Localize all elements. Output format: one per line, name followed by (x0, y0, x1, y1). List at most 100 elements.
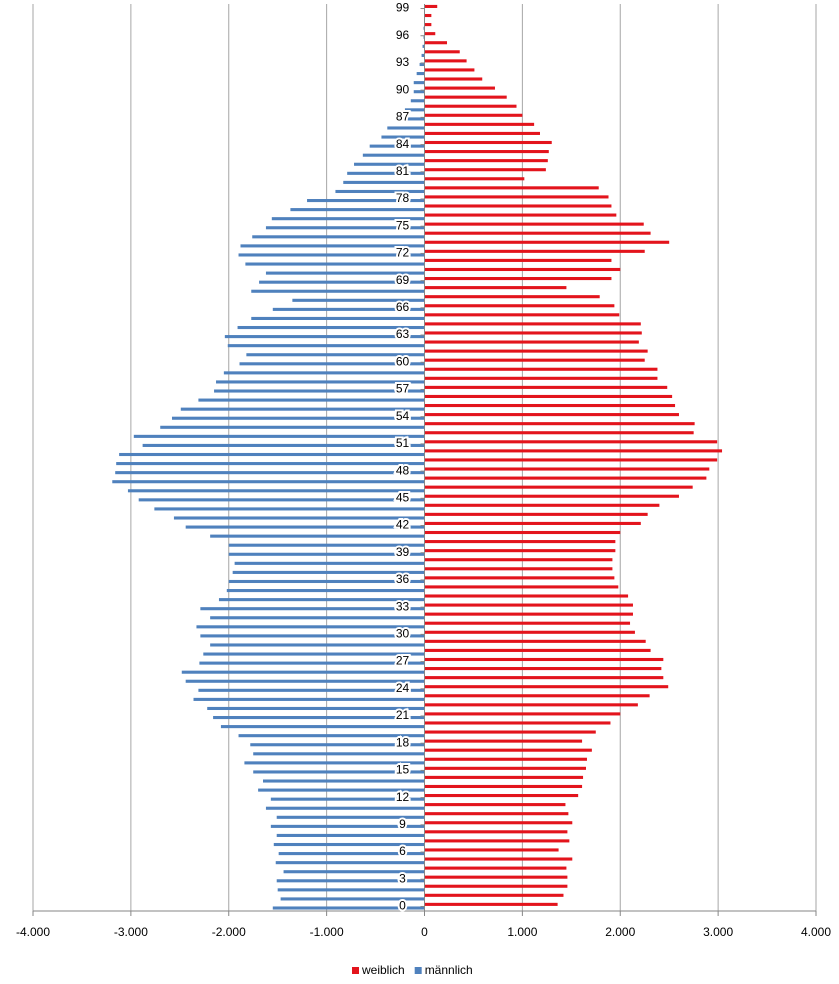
y-tick-label: 21 (396, 708, 410, 722)
bar (271, 217, 425, 221)
x-tick-label: -4.000 (16, 925, 50, 939)
bar (424, 676, 664, 680)
y-tick-label: 9 (399, 817, 406, 831)
bar (424, 41, 448, 45)
y-tick-label: 60 (396, 354, 410, 368)
bar (424, 77, 483, 81)
y-tick-label: 12 (396, 790, 410, 804)
bar (424, 376, 658, 380)
bar (240, 244, 425, 248)
y-tick-label: 18 (396, 735, 410, 749)
bar (424, 585, 619, 589)
bar (413, 81, 425, 85)
y-tick-label: 15 (396, 763, 410, 777)
y-tick-label: 99 (396, 1, 410, 15)
bar (251, 316, 425, 320)
bar (198, 398, 425, 402)
bar (424, 213, 617, 217)
bar (404, 108, 425, 112)
bar (270, 797, 425, 801)
bar (424, 422, 695, 426)
bar (220, 725, 425, 729)
bar (119, 452, 425, 457)
bar (283, 870, 425, 874)
y-tick-label: 66 (396, 300, 410, 314)
bar (424, 685, 669, 689)
bar (275, 861, 425, 865)
bar (424, 240, 670, 244)
bar (424, 812, 569, 816)
bar (424, 630, 635, 634)
bar (210, 534, 425, 538)
bar (424, 367, 658, 371)
y-tick-label: 36 (396, 572, 410, 586)
x-tick-label: 2.000 (605, 925, 635, 939)
bar (424, 267, 621, 272)
x-tick-label: 1.000 (507, 925, 537, 939)
bar (276, 833, 425, 837)
y-tick-label: 33 (396, 599, 410, 613)
bar (424, 122, 535, 126)
bar (424, 549, 616, 553)
bar (424, 32, 436, 36)
bar (424, 340, 639, 344)
bar (424, 848, 559, 852)
bar (424, 295, 600, 299)
bar (416, 72, 425, 76)
bar (424, 830, 568, 834)
bar (258, 788, 425, 792)
bar (133, 434, 425, 438)
y-tick-label: 3 (399, 871, 406, 885)
legend-swatch (414, 967, 422, 974)
bar (234, 561, 425, 565)
bar (203, 652, 425, 656)
bar (116, 462, 425, 466)
y-tick-label: 27 (396, 654, 410, 668)
bar (424, 403, 676, 408)
bar (185, 525, 425, 529)
bar (424, 440, 718, 444)
legend-swatch (352, 967, 359, 974)
bar (424, 621, 631, 625)
bar (424, 766, 586, 770)
bar (237, 325, 425, 330)
bar (115, 471, 425, 475)
bar (265, 271, 425, 275)
y-tick-label: 42 (396, 518, 410, 532)
bar (210, 643, 425, 647)
bar (424, 803, 566, 807)
bar (424, 558, 613, 562)
bar (343, 180, 425, 184)
x-tick-label: 4.000 (801, 925, 831, 939)
bar (259, 280, 425, 284)
bar (200, 634, 425, 638)
bar (424, 667, 662, 671)
y-tick-label: 0 (399, 899, 406, 913)
bar (424, 503, 660, 507)
bar (424, 177, 525, 181)
bar (424, 576, 615, 580)
y-tick-label: 54 (396, 409, 410, 423)
bar (424, 757, 587, 761)
bar (193, 697, 425, 701)
bar (424, 739, 583, 743)
bar (422, 44, 425, 48)
bar (272, 906, 425, 910)
bar (424, 893, 564, 897)
bar (347, 171, 425, 175)
bar (424, 512, 648, 516)
bar (395, 117, 425, 121)
bar (424, 258, 612, 262)
y-tick-label: 75 (396, 218, 410, 232)
bar (424, 349, 648, 353)
bar (424, 204, 612, 208)
bar (228, 552, 425, 556)
bar (424, 322, 641, 326)
bar (112, 480, 425, 484)
bar (224, 335, 425, 339)
bar (424, 775, 584, 779)
bar (424, 784, 583, 789)
x-tick-label: -3.000 (114, 925, 148, 939)
